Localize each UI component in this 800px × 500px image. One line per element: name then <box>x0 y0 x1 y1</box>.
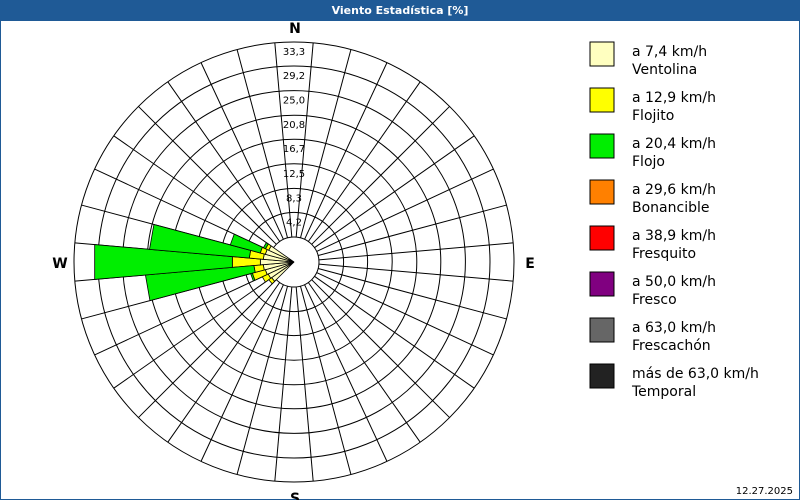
r-tick-label: 12,5 <box>283 169 305 180</box>
spoke <box>318 263 514 282</box>
spoke <box>113 135 274 249</box>
spoke <box>316 168 494 252</box>
legend-label: a 7,4 km/h <box>632 44 707 60</box>
legend-label: a 12,9 km/h <box>632 90 716 106</box>
legend-description: Frescachón <box>632 338 711 354</box>
spoke <box>295 286 314 482</box>
spoke <box>113 275 274 389</box>
spoke <box>307 282 421 443</box>
spoke <box>138 106 277 245</box>
spoke <box>307 81 421 242</box>
spoke <box>318 204 507 257</box>
spoke <box>167 81 281 242</box>
spoke <box>274 42 293 238</box>
compass-label: S <box>290 491 300 500</box>
legend-swatch <box>589 41 615 67</box>
legend-swatch <box>589 225 615 251</box>
spoke <box>236 49 289 238</box>
spoke <box>311 279 450 418</box>
compass-label: N <box>289 21 301 37</box>
r-tick-label: 33,3 <box>283 47 305 58</box>
legend-description: Ventolina <box>632 62 697 78</box>
sector <box>94 244 233 280</box>
spoke <box>236 286 289 475</box>
grid-ring <box>73 41 515 483</box>
spoke <box>167 282 281 443</box>
chart-title: Viento Estadística [%] <box>332 4 469 17</box>
spoke <box>295 42 314 238</box>
r-tick-label: 8,3 <box>286 193 302 204</box>
r-tick-label: 29,2 <box>283 71 305 82</box>
legend-swatch <box>589 133 615 159</box>
spoke <box>138 279 277 418</box>
legend-description: Flojito <box>632 108 674 124</box>
legend-swatch <box>589 179 615 205</box>
compass-label: E <box>525 256 535 272</box>
legend-label: a 38,9 km/h <box>632 228 716 244</box>
spoke <box>304 62 388 240</box>
legend-label: a 63,0 km/h <box>632 320 716 336</box>
legend-description: Flojo <box>632 154 665 170</box>
spoke <box>318 242 514 261</box>
legend-label: a 20,4 km/h <box>632 136 716 152</box>
legend-label: a 29,6 km/h <box>632 182 716 198</box>
r-tick-label: 20,8 <box>283 120 305 131</box>
date: 12.27.2025 <box>736 486 793 497</box>
spoke <box>316 272 494 356</box>
legend-swatch <box>589 317 615 343</box>
title-bar <box>0 0 800 21</box>
spoke <box>311 106 450 245</box>
spoke <box>314 135 475 249</box>
spoke <box>299 49 352 238</box>
spoke <box>299 286 352 475</box>
spoke <box>200 284 284 462</box>
legend-label: a 50,0 km/h <box>632 274 716 290</box>
spoke <box>94 272 272 356</box>
spoke <box>314 275 475 389</box>
r-tick-label: 25,0 <box>283 96 305 107</box>
legend-label: más de 63,0 km/h <box>632 366 759 382</box>
spoke <box>274 286 293 482</box>
legend-description: Temporal <box>631 384 696 400</box>
legend-swatch <box>589 87 615 113</box>
r-tick-label: 4,2 <box>286 217 302 228</box>
legend-description: Fresco <box>632 292 677 308</box>
legend-description: Bonancible <box>632 200 709 216</box>
compass-label: W <box>52 256 67 272</box>
legend-description: Fresquito <box>632 246 696 262</box>
spoke <box>304 284 388 462</box>
r-tick-label: 16,7 <box>283 144 305 155</box>
legend-swatch <box>589 271 615 297</box>
spoke <box>318 267 507 320</box>
legend-swatch <box>589 363 615 389</box>
spoke <box>200 62 284 240</box>
